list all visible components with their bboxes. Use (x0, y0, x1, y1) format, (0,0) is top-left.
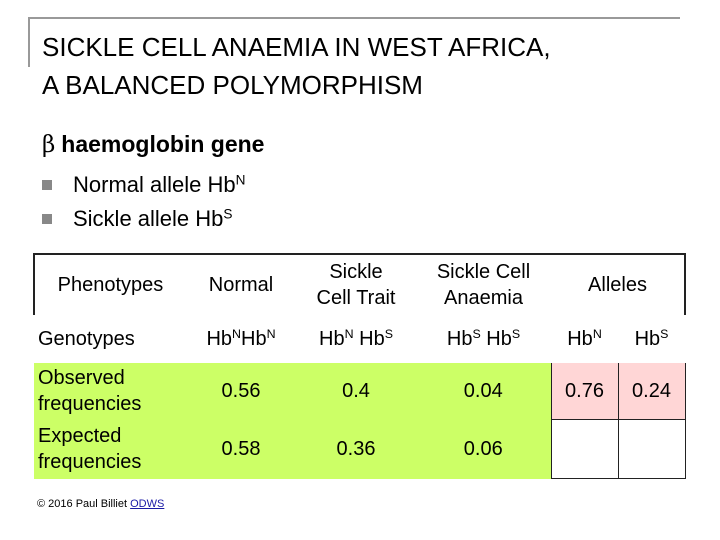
alleles-header: Alleles (551, 253, 687, 315)
sickle-anaemia-header: Sickle Cell Anaemia (416, 253, 551, 315)
observed-anaemia: 0.04 (416, 363, 551, 420)
gene-heading-text: haemoglobin gene (61, 131, 265, 157)
observed-trait: 0.4 (296, 363, 416, 420)
table-row-observed: Observed frequencies 0.56 0.4 0.04 0.76 0… (34, 363, 686, 420)
genotype-trait: HbN HbS (319, 326, 393, 350)
bullet-superscript: N (235, 172, 246, 188)
odws-link[interactable]: ODWS (130, 498, 165, 510)
expected-label: Expected frequencies (34, 419, 186, 479)
observed-normal: 0.56 (186, 363, 296, 420)
observed-allele-n: 0.76 (550, 363, 619, 420)
expected-anaemia: 0.06 (416, 419, 551, 479)
table-row-expected: Expected frequencies 0.58 0.36 0.06 (34, 419, 686, 479)
slide-title: SICKLE CELL ANAEMIA IN WEST AFRICA, A BA… (42, 28, 551, 104)
title-frame-top (28, 17, 680, 19)
table-row-genotypes: Genotypes HbNHbN HbN HbS HbS HbS HbN HbS (34, 315, 685, 363)
bullet-sickle-allele: Sickle allele HbS (42, 202, 245, 236)
square-bullet-icon (42, 180, 52, 190)
square-bullet-icon (42, 214, 52, 224)
table-header-row: Phenotypes Normal Sickle Cell Trait Sickl… (33, 253, 687, 315)
genotype-normal: HbNHbN (206, 326, 276, 350)
copyright-notice: © 2016 Paul Billiet ODWS (37, 498, 164, 510)
expected-allele-s-empty (617, 419, 686, 479)
expected-allele-n-empty (550, 419, 619, 479)
sickle-trait-header: Sickle Cell Trait (296, 253, 416, 315)
title-line-2: A BALANCED POLYMORPHISM (42, 70, 423, 100)
phenotype-frequency-table: Phenotypes Normal Sickle Cell Trait Sickl… (33, 253, 687, 479)
genotype-anaemia: HbS HbS (446, 326, 521, 350)
genotypes-label: Genotypes (38, 327, 135, 350)
expected-normal: 0.58 (186, 419, 296, 479)
normal-header: Normal (186, 253, 296, 315)
copyright-text: © 2016 Paul Billiet (37, 498, 131, 510)
title-frame-left (28, 17, 30, 67)
gene-heading: β haemoglobin gene (42, 131, 264, 158)
bullet-text: Sickle allele Hb (73, 206, 224, 231)
expected-trait: 0.36 (296, 419, 416, 479)
observed-label: Observed frequencies (34, 363, 186, 420)
bullet-normal-allele: Normal allele HbN (42, 168, 245, 202)
allele-n-header: HbN (567, 326, 602, 350)
phenotypes-header: Phenotypes (33, 253, 186, 315)
observed-allele-s: 0.24 (617, 363, 686, 420)
bullet-superscript: S (223, 206, 233, 222)
beta-symbol: β (42, 132, 56, 158)
title-line-1: SICKLE CELL ANAEMIA IN WEST AFRICA, (42, 32, 551, 62)
bullet-text: Normal allele Hb (73, 172, 236, 197)
allele-s-header: HbS (634, 326, 669, 350)
allele-bullet-list: Normal allele HbN Sickle allele HbS (42, 168, 245, 236)
